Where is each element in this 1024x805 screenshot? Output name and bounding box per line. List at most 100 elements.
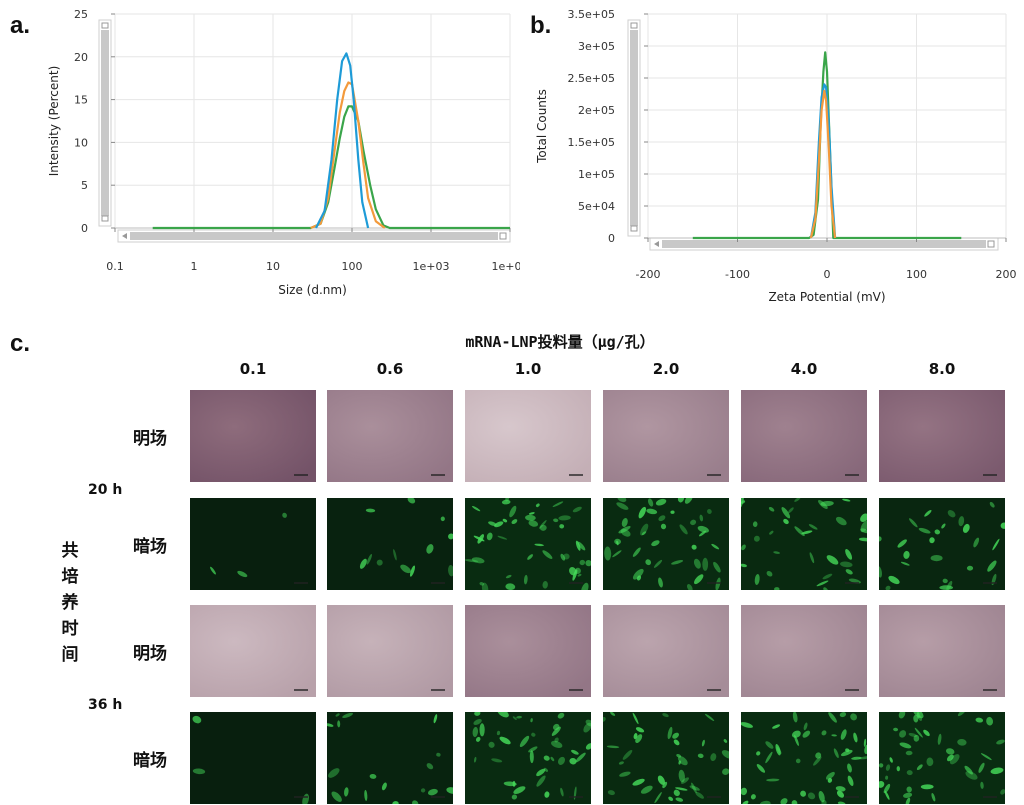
x-tick-label: 200 [996,268,1017,281]
scale-bar [569,582,583,584]
scale-bar [845,582,859,584]
y-axis-title: Total Counts [535,89,549,164]
vertical-scrollbar[interactable] [98,19,112,227]
horizontal-scrollbar[interactable] [117,229,511,243]
vertical-scrollbar[interactable] [627,19,641,237]
dose-header: mRNA-LNP投料量（μg/孔） [465,333,655,351]
y-tick-label: 0 [608,232,615,245]
scale-bar [294,582,308,584]
darkfield-row-label: 暗场 [133,751,167,771]
scale-bar [845,689,859,691]
series-line-3 [315,52,370,229]
y-tick-label: 3e+05 [578,40,615,53]
brightfield-image [741,390,867,482]
y-tick-label: 1.5e+05 [568,136,615,149]
fluorescence-image [741,498,867,590]
series-line-2 [310,81,386,230]
time-label: 36 h [88,697,123,713]
y-tick-label: 0 [81,222,88,235]
scale-bar [294,474,308,476]
scale-bar [983,689,997,691]
brightfield-image [465,390,591,482]
fluorescence-image [327,712,453,804]
brightfield-image [190,390,316,482]
fluorescence-image [465,712,591,804]
x-tick-label: 100 [342,260,363,273]
y-axis-title: Intensity (Percent) [47,66,61,177]
y-tick-label: 1e+05 [578,168,615,181]
fluorescence-image [879,712,1005,804]
zeta-potential-chart: -200 -100 0 100 200 0 5e+04 1e+05 1.5e+05 2e+05 2.… [535,8,1017,304]
scale-bar [983,474,997,476]
fluorescence-image [879,498,1005,590]
scale-bar [707,474,721,476]
dose-column-label: 4.0 [790,360,818,378]
scale-bar [294,689,308,691]
scale-bar [431,582,445,584]
time-label: 20 h [88,482,123,498]
x-tick-label: -100 [725,268,750,281]
dose-column-label: 8.0 [928,360,956,378]
panel-label-c: c. [10,330,31,357]
brightfield-image [190,605,316,697]
brightfield-image [465,605,591,697]
y-tick-label: 10 [74,136,88,149]
scale-bar [707,582,721,584]
fluorescence-image [603,712,729,804]
y-tick-label: 15 [74,94,88,107]
brightfield-image [603,605,729,697]
fluorescence-image [190,498,316,590]
scale-bar [294,796,308,798]
x-tick-label: 0.1 [106,260,124,273]
scale-bar [431,474,445,476]
y-tick-label: 5e+04 [578,200,615,213]
x-tick-label: 1 [191,260,198,273]
dose-column-label: 2.0 [652,360,680,378]
x-tick-label: 10 [266,260,280,273]
brightfield-image [327,390,453,482]
y-tick-label: 2.5e+05 [568,72,615,85]
scale-bar [569,689,583,691]
scale-bar [569,474,583,476]
fluorescence-image [741,712,867,804]
coculture-time-label: 共培养时间 [61,541,79,665]
fluorescence-image [190,712,316,804]
brightfield-image [603,390,729,482]
scale-bar [845,474,859,476]
y-tick-label: 20 [74,51,88,64]
brightfield-image [879,390,1005,482]
brightfield-image [879,605,1005,697]
y-tick-label: 5 [81,179,88,192]
brightfield-image [327,605,453,697]
scale-bar [431,796,445,798]
size-distribution-chart: 0.1 1 10 100 1e+03 1e+04 0 5 10 15 20 25 Size (d.nm)… [47,8,520,297]
scale-bar [845,796,859,798]
fluorescence-image [603,498,729,590]
x-tick-label: 100 [906,268,927,281]
fluorescence-image [327,498,453,590]
scale-bar [431,689,445,691]
dose-column-label: 0.1 [239,360,267,378]
darkfield-row-label: 暗场 [133,537,167,557]
dose-column-label: 0.6 [376,360,404,378]
scale-bar [983,796,997,798]
x-tick-label: 1e+04 [492,260,520,273]
series-line-3 [809,89,837,239]
scale-bar [707,689,721,691]
x-tick-label: -200 [636,268,661,281]
scale-bar [983,582,997,584]
scale-bar [707,796,721,798]
x-tick-label: 0 [824,268,831,281]
x-tick-label: 1e+03 [413,260,450,273]
x-axis-title: Size (d.nm) [278,283,347,297]
x-axis-title: Zeta Potential (mV) [768,290,885,304]
brightfield-row-label: 明场 [133,429,167,449]
brightfield-row-label: 明场 [133,644,167,664]
y-tick-label: 25 [74,8,88,21]
brightfield-image [741,605,867,697]
scale-bar [569,796,583,798]
fluorescence-image [465,498,591,590]
y-tick-label: 3.5e+05 [568,8,615,21]
panel-label-a: a. [10,12,31,39]
